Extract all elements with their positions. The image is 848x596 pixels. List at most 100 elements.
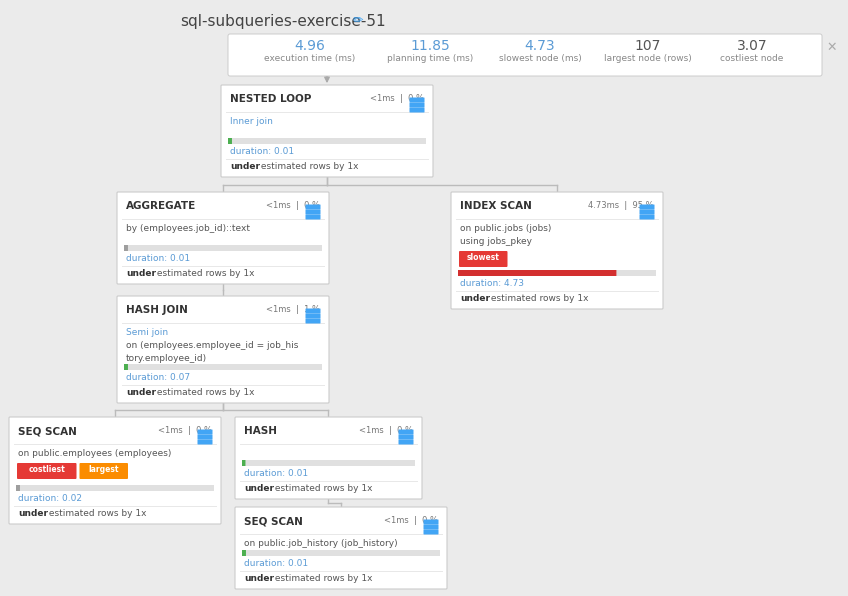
Text: under: under [126,388,156,397]
FancyBboxPatch shape [235,417,422,499]
Text: AGGREGATE: AGGREGATE [126,201,196,211]
FancyBboxPatch shape [17,463,76,479]
Text: under: under [18,509,48,518]
Text: duration: 4.73: duration: 4.73 [460,279,524,288]
Text: on public.job_history (job_history): on public.job_history (job_history) [244,539,398,548]
Text: sql-subqueries-exercise-51: sql-subqueries-exercise-51 [180,14,386,29]
FancyBboxPatch shape [198,434,213,439]
Text: under: under [230,162,260,171]
Text: 3.07: 3.07 [737,39,767,53]
FancyBboxPatch shape [228,34,822,76]
FancyBboxPatch shape [410,107,425,113]
Text: INDEX SCAN: INDEX SCAN [460,201,532,211]
Text: planning time (ms): planning time (ms) [387,54,473,63]
Text: largest: largest [88,465,119,474]
Text: ✏: ✏ [353,14,364,27]
FancyBboxPatch shape [458,270,656,276]
Text: Inner join: Inner join [230,117,273,126]
Text: 4.73: 4.73 [525,39,555,53]
Text: estimated rows by 1x: estimated rows by 1x [46,509,147,518]
Text: 4.96: 4.96 [294,39,326,53]
FancyBboxPatch shape [639,215,655,219]
Text: SEQ SCAN: SEQ SCAN [244,516,303,526]
Text: by (employees.job_id)::text: by (employees.job_id)::text [126,224,250,233]
FancyBboxPatch shape [80,463,128,479]
FancyBboxPatch shape [639,210,655,215]
FancyBboxPatch shape [16,485,20,491]
Text: 4.73ms  |  95 %: 4.73ms | 95 % [589,201,654,210]
Text: costliest: costliest [28,465,65,474]
Text: <1ms  |  1 %: <1ms | 1 % [266,305,320,314]
Text: duration: 0.07: duration: 0.07 [126,373,190,382]
Text: on (employees.employee_id = job_his: on (employees.employee_id = job_his [126,341,298,350]
FancyBboxPatch shape [242,550,440,556]
Text: <1ms  |  0 %: <1ms | 0 % [158,426,212,435]
FancyBboxPatch shape [221,85,433,177]
FancyBboxPatch shape [9,417,221,524]
Text: under: under [460,294,490,303]
FancyBboxPatch shape [124,245,322,251]
Text: execution time (ms): execution time (ms) [265,54,355,63]
Text: <1ms  |  0 %: <1ms | 0 % [359,426,413,435]
Text: <1ms  |  0 %: <1ms | 0 % [266,201,320,210]
Text: HASH JOIN: HASH JOIN [126,305,188,315]
Text: on public.jobs (jobs): on public.jobs (jobs) [460,224,551,233]
Text: Semi join: Semi join [126,328,168,337]
FancyBboxPatch shape [399,434,414,439]
FancyBboxPatch shape [124,364,128,370]
Text: <1ms  |  0 %: <1ms | 0 % [370,94,424,103]
FancyBboxPatch shape [423,524,438,529]
FancyBboxPatch shape [305,313,321,318]
FancyBboxPatch shape [410,98,425,103]
FancyBboxPatch shape [16,485,214,491]
Text: estimated rows by 1x: estimated rows by 1x [154,269,254,278]
FancyBboxPatch shape [305,210,321,215]
FancyBboxPatch shape [423,529,438,535]
Text: duration: 0.01: duration: 0.01 [244,559,308,568]
FancyBboxPatch shape [242,460,415,466]
Text: under: under [244,484,274,493]
Text: under: under [126,269,156,278]
FancyBboxPatch shape [242,460,245,466]
Text: HASH: HASH [244,426,277,436]
Text: estimated rows by 1x: estimated rows by 1x [488,294,589,303]
Text: duration: 0.01: duration: 0.01 [230,147,294,156]
Text: duration: 0.01: duration: 0.01 [126,254,190,263]
FancyBboxPatch shape [228,138,232,144]
FancyBboxPatch shape [242,550,246,556]
Text: under: under [244,574,274,583]
FancyBboxPatch shape [198,439,213,445]
FancyBboxPatch shape [228,138,426,144]
Text: tory.employee_id): tory.employee_id) [126,354,207,363]
Text: 107: 107 [635,39,661,53]
Text: slowest node (ms): slowest node (ms) [499,54,582,63]
Text: estimated rows by 1x: estimated rows by 1x [272,484,372,493]
FancyBboxPatch shape [305,309,321,313]
Text: costliest node: costliest node [720,54,784,63]
FancyBboxPatch shape [117,296,329,403]
FancyBboxPatch shape [198,430,213,434]
FancyBboxPatch shape [117,192,329,284]
Text: using jobs_pkey: using jobs_pkey [460,237,532,246]
FancyBboxPatch shape [458,270,616,276]
Text: <1ms  |  0 %: <1ms | 0 % [384,516,438,525]
FancyBboxPatch shape [124,364,322,370]
FancyBboxPatch shape [459,251,507,267]
FancyBboxPatch shape [305,215,321,219]
FancyBboxPatch shape [399,439,414,445]
FancyBboxPatch shape [639,204,655,210]
Text: estimated rows by 1x: estimated rows by 1x [154,388,254,397]
FancyBboxPatch shape [305,318,321,324]
Text: NESTED LOOP: NESTED LOOP [230,94,311,104]
Text: duration: 0.02: duration: 0.02 [18,494,82,503]
FancyBboxPatch shape [423,520,438,524]
FancyBboxPatch shape [124,245,128,251]
FancyBboxPatch shape [399,430,414,434]
Text: SEQ SCAN: SEQ SCAN [18,426,77,436]
Text: largest node (rows): largest node (rows) [604,54,692,63]
Text: 11.85: 11.85 [410,39,450,53]
Text: estimated rows by 1x: estimated rows by 1x [272,574,372,583]
FancyBboxPatch shape [235,507,447,589]
Text: slowest: slowest [466,253,499,262]
Text: on public.employees (employees): on public.employees (employees) [18,449,171,458]
